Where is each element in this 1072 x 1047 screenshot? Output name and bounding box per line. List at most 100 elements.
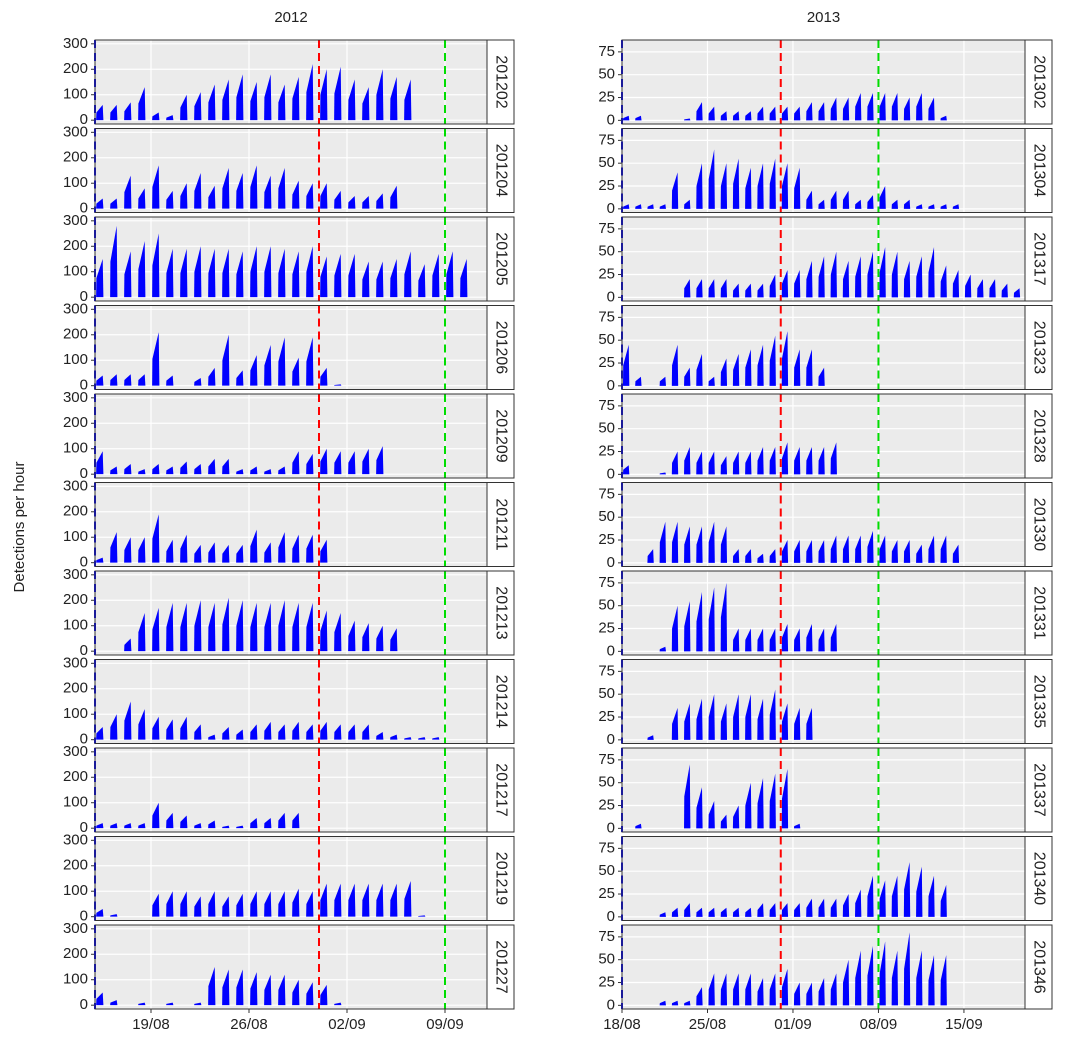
bar	[418, 264, 426, 298]
y-tick-label: 50	[598, 66, 615, 83]
bar	[830, 97, 837, 121]
y-tick-label: 25	[598, 708, 615, 725]
y-tick-label: 300	[63, 123, 88, 140]
bar	[194, 92, 202, 121]
bar	[671, 907, 679, 917]
bar	[124, 638, 132, 652]
bar	[769, 903, 776, 917]
bar	[696, 353, 703, 386]
bar	[671, 344, 679, 386]
bar	[292, 534, 300, 563]
bar	[696, 787, 703, 829]
bar	[334, 190, 342, 209]
bar	[250, 529, 258, 563]
bar	[376, 261, 384, 298]
bar	[292, 357, 300, 386]
y-tick-label: 200	[63, 680, 88, 697]
bar	[222, 969, 230, 1006]
bar	[292, 602, 300, 652]
bar	[696, 907, 703, 917]
bar	[292, 888, 300, 917]
bar	[977, 279, 984, 298]
bar	[769, 106, 776, 121]
bar	[732, 111, 740, 121]
bar	[745, 782, 752, 829]
bar	[166, 248, 174, 298]
bar	[208, 248, 216, 298]
bar	[622, 344, 630, 386]
bar	[671, 172, 679, 209]
bar	[793, 982, 801, 1006]
bar	[194, 896, 202, 917]
y-tick-label: 300	[63, 389, 88, 406]
y-tick-label: 100	[63, 263, 88, 280]
bar	[635, 204, 642, 209]
bar	[903, 862, 911, 917]
bar	[769, 773, 776, 829]
panel: 0 25 50 75 201346 18/08 25/08 01/09 08/09 15/09	[598, 924, 1053, 1033]
facet-strip	[1024, 128, 1053, 213]
bar	[647, 204, 654, 209]
bar	[720, 973, 728, 1006]
panel: 0 100 200 300 201219	[63, 831, 515, 925]
bar	[720, 279, 728, 298]
bar	[793, 628, 801, 652]
bar	[793, 349, 801, 386]
bar	[867, 195, 874, 209]
x-tick-label: 02/09	[328, 1016, 366, 1033]
bar	[110, 374, 118, 386]
bar	[928, 535, 935, 563]
bar	[952, 544, 960, 563]
y-tick-label: 75	[598, 662, 615, 679]
bar	[708, 451, 715, 475]
bar	[222, 726, 230, 740]
bar	[208, 367, 216, 386]
panel: 0 100 200 300 201204	[63, 123, 515, 217]
facet-label: 201204	[492, 144, 509, 197]
x-tick-label: 01/09	[774, 1016, 812, 1033]
bar	[208, 967, 216, 1006]
bar	[348, 724, 356, 740]
bar	[306, 982, 314, 1006]
bar	[250, 602, 258, 652]
bar	[622, 465, 630, 475]
bar	[916, 544, 923, 563]
bar	[180, 94, 188, 121]
bar	[806, 260, 813, 298]
bar	[180, 891, 188, 917]
bar	[334, 451, 342, 475]
x-tick-label: 08/09	[860, 1016, 898, 1033]
bar	[236, 969, 244, 1006]
bar	[757, 163, 764, 209]
bar	[745, 694, 752, 740]
bar	[236, 544, 244, 563]
bar	[222, 167, 230, 209]
bar	[236, 729, 244, 740]
bar	[376, 625, 384, 652]
facet-strip	[486, 482, 515, 567]
panel: 0 25 50 75 201304	[598, 128, 1053, 217]
facet-label: 201213	[492, 586, 509, 639]
bar	[855, 92, 862, 121]
bar	[376, 446, 384, 475]
bar	[720, 456, 728, 475]
bar	[879, 535, 886, 563]
bar	[659, 646, 666, 652]
panel-background	[95, 836, 487, 921]
y-tick-label: 75	[598, 220, 615, 237]
bar	[96, 992, 104, 1006]
y-tick-label: 0	[80, 642, 88, 659]
bar	[806, 349, 813, 386]
bar	[264, 344, 272, 386]
bar	[166, 466, 174, 475]
bar	[708, 149, 715, 209]
bar	[362, 195, 370, 209]
bar	[306, 534, 314, 563]
y-tick-label: 0	[607, 377, 615, 394]
y-tick-label: 200	[63, 857, 88, 874]
y-tick-label: 75	[598, 574, 615, 591]
y-tick-label: 0	[80, 819, 88, 836]
bar	[348, 195, 356, 209]
bar	[855, 199, 862, 209]
bar	[320, 183, 328, 209]
